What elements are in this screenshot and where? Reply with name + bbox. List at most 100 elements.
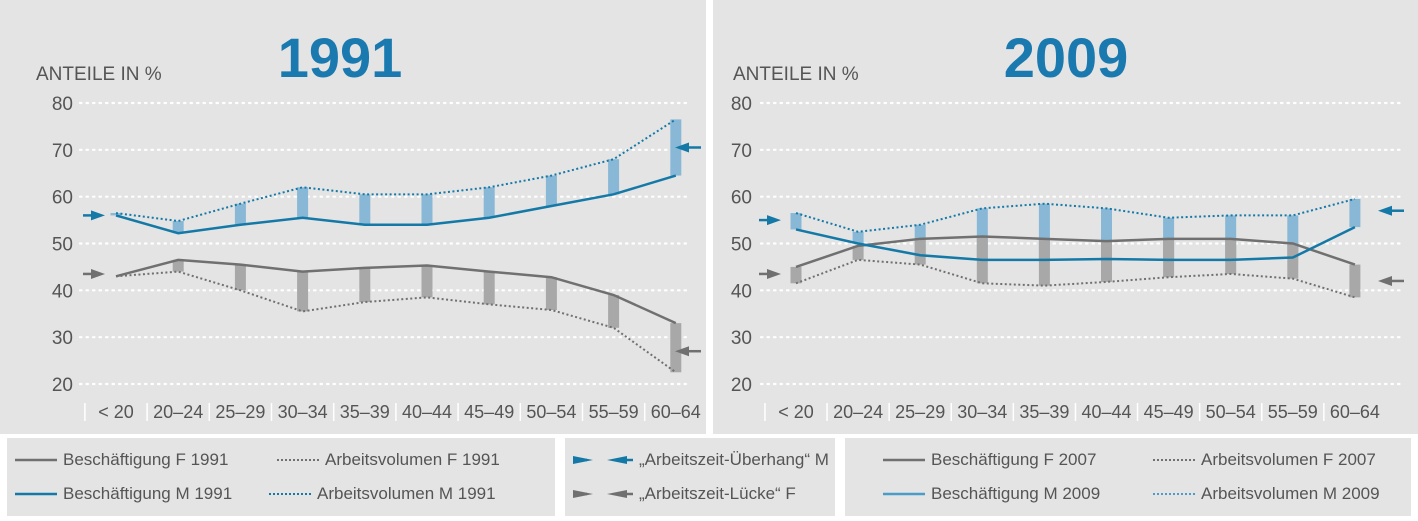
solid-line-swatch-icon	[15, 492, 57, 496]
dotted-line-swatch-icon	[1153, 493, 1195, 495]
legend-arrows: „Arbeitszeit-Überhang“ M „Arbeitszeit-Lü…	[565, 438, 835, 516]
y-axis-label: ANTEILE IN %	[36, 64, 162, 85]
y-tick-label: 60	[52, 188, 73, 209]
legend-label: Arbeitsvolumen M 1991	[317, 484, 496, 503]
x-tick-label: < 20	[98, 402, 134, 422]
x-tick-label: 55–59	[1268, 402, 1318, 422]
line-volume-f	[115, 270, 677, 374]
y-tick-label: 50	[731, 235, 752, 256]
legend-label: Arbeitsvolumen F 2007	[1201, 450, 1376, 469]
arrow-m-right-icon	[1378, 205, 1404, 216]
x-tick-label: 45–49	[464, 402, 514, 422]
y-tick-label: 20	[731, 375, 752, 396]
y-tick-label: 80	[731, 94, 752, 115]
gap-bar-f	[790, 266, 802, 284]
arrow-f-right-icon	[1378, 275, 1404, 286]
legend-label: „Arbeitszeit-Überhang“ M	[639, 450, 829, 469]
legend-2009: Beschäftigung F 2007 Arbeitsvolumen F 20…	[845, 438, 1411, 516]
legend-item-gap-f: „Arbeitszeit-Lücke“ F	[573, 483, 796, 505]
gap-bar-f	[421, 265, 433, 298]
legend-item-overhang-m: „Arbeitszeit-Überhang“ M	[573, 449, 829, 471]
chart-panel-1991: 1991 ANTEILE IN % 80 70 60 50 40 30 20 < 20 20–24 2…	[0, 0, 706, 434]
arrow-m-left-icon	[759, 215, 781, 226]
solid-line-swatch-icon	[883, 458, 925, 462]
x-tick-label: 60–64	[1330, 402, 1380, 422]
x-tick-label: 20–24	[833, 402, 883, 422]
arrow-head	[675, 142, 689, 153]
solid-line-swatch-icon	[883, 492, 925, 496]
legend-label: „Arbeitszeit-Lücke“ F	[639, 484, 796, 503]
legend-item-employment-f-1991: Beschäftigung F 1991	[15, 449, 228, 471]
gap-bar-f	[172, 259, 184, 272]
legend-1991: Beschäftigung F 1991 Arbeitsvolumen F 19…	[7, 438, 555, 516]
legend-item-volume-f-1991: Arbeitsvolumen F 1991	[277, 449, 500, 471]
gap-bar-m	[852, 231, 864, 244]
arrow-m-right-icon	[675, 142, 701, 153]
double-arrow-gray-icon	[573, 490, 633, 498]
y-tick-label: 70	[52, 141, 73, 162]
x-tick-label: 25–29	[895, 402, 945, 422]
gap-bar-f	[1225, 238, 1237, 274]
gap-bar-m	[421, 194, 433, 225]
line-volume-m	[115, 118, 677, 223]
gap-bar-m	[234, 203, 246, 225]
gap-bar-f	[670, 323, 682, 373]
legend-item-employment-f-2007: Beschäftigung F 2007	[883, 449, 1096, 471]
legend-label: Beschäftigung M 2009	[931, 484, 1101, 503]
gap-bar-f	[1101, 241, 1112, 282]
x-tick-label: 35–39	[340, 402, 390, 422]
x-tick-label: 50–54	[1206, 402, 1256, 422]
x-tick-label: 30–34	[278, 402, 328, 422]
line-volume-m	[795, 198, 1356, 233]
y-tick-label: 40	[52, 281, 73, 302]
legend-label: Arbeitsvolumen M 2009	[1201, 484, 1380, 503]
gap-bar-m	[976, 208, 988, 260]
gap-bar-m	[1038, 203, 1050, 260]
arrow-f-right-icon	[675, 346, 701, 357]
x-tick-label: 35–39	[1019, 402, 1069, 422]
gap-bar-f	[608, 295, 620, 328]
chart-2009: 2009 ANTEILE IN % 80 70 60 50 40 30 20 < 20 20–24 2…	[731, 26, 1405, 422]
gap-bar-f	[359, 267, 371, 303]
y-tick-label: 40	[731, 281, 752, 302]
gap-bar-f	[1287, 243, 1299, 279]
y-tick-label: 50	[52, 235, 73, 256]
gap-bar-f	[1349, 264, 1361, 298]
legend-item-employment-m-2009: Beschäftigung M 2009	[883, 483, 1100, 505]
gap-bar-m	[545, 175, 557, 207]
arrow-head	[91, 210, 105, 221]
legend-item-employment-m-1991: Beschäftigung M 1991	[15, 483, 232, 505]
x-tick-label: 55–59	[589, 402, 639, 422]
gap-bar-m	[172, 221, 184, 234]
x-tick-label: 60–64	[651, 402, 701, 422]
line-volume-f	[795, 258, 1356, 299]
dotted-line-swatch-icon	[269, 493, 311, 495]
gap-bar-m	[1101, 208, 1112, 259]
legend-item-volume-f-2007: Arbeitsvolumen F 2007	[1153, 449, 1376, 471]
chart-1991: 1991 ANTEILE IN % 80 70 60 50 40 30 20 < 20 20–24 2…	[36, 26, 701, 422]
x-tick-label: 45–49	[1144, 402, 1194, 422]
arrow-m-left-icon	[83, 210, 105, 221]
gap-bar-m	[1287, 215, 1299, 258]
gap-bar-m	[359, 194, 371, 225]
y-tick-label: 20	[52, 375, 73, 396]
arrow-head	[1378, 205, 1392, 216]
y-tick-label: 30	[731, 328, 752, 349]
x-tick-label: 40–44	[1081, 402, 1131, 422]
dotted-line-swatch-icon	[1153, 459, 1195, 461]
legend-label: Beschäftigung M 1991	[63, 484, 233, 503]
gap-bar-f	[545, 277, 557, 311]
chart-title: 2009	[1004, 26, 1129, 89]
x-tick-label: 20–24	[153, 402, 203, 422]
y-tick-label: 80	[52, 94, 73, 115]
double-arrow-blue-icon	[573, 456, 633, 464]
gap-bar-f	[1038, 238, 1050, 286]
x-tick-label: 50–54	[526, 402, 576, 422]
chart-panel-2009: 2009 ANTEILE IN % 80 70 60 50 40 30 20 < 20 20–24 2…	[713, 0, 1418, 434]
arrow-head	[767, 268, 781, 279]
legend-label: Beschäftigung F 2007	[931, 450, 1097, 469]
y-tick-label: 30	[52, 328, 73, 349]
x-tick-label: 30–34	[957, 402, 1007, 422]
y-axis-label: ANTEILE IN %	[733, 64, 859, 85]
gap-bar-m	[608, 159, 620, 195]
